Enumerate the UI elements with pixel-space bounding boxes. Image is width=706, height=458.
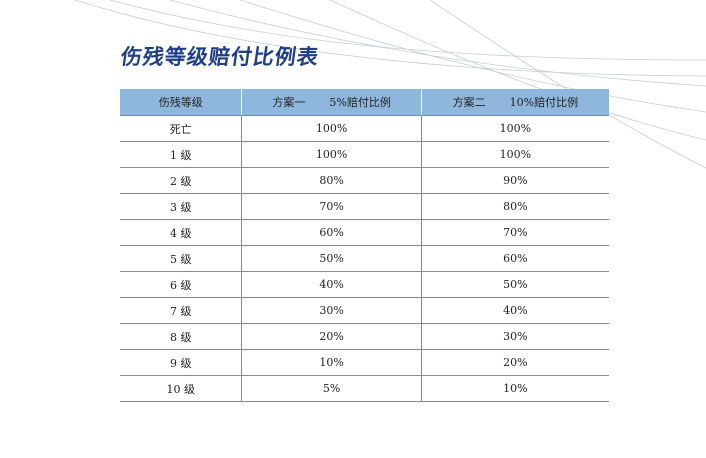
cell-level: 3 级 xyxy=(120,193,243,220)
header-level-label: 伤残等级 xyxy=(158,96,203,109)
cell-level: 1 级 xyxy=(120,141,243,168)
header-plan2: 方案二 10%赔付比例 xyxy=(421,89,609,116)
cell-plan2: 20% xyxy=(421,349,609,376)
cell-plan1: 30% xyxy=(241,297,422,324)
cell-plan2: 30% xyxy=(421,323,609,350)
cell-plan1: 80% xyxy=(241,167,422,194)
header-plan1-name: 方案一 xyxy=(272,96,306,109)
cell-plan2: 50% xyxy=(421,271,609,298)
table-row: 4 级 60% 70% xyxy=(120,219,609,246)
cell-level: 死亡 xyxy=(120,115,243,142)
header-plan2-ratio: 10%赔付比例 xyxy=(509,96,579,109)
cell-level: 2 级 xyxy=(120,167,243,194)
table-row: 7 级 30% 40% xyxy=(120,297,609,324)
page-title: 伤残等级赔付比例表 xyxy=(119,45,321,69)
cell-plan2: 10% xyxy=(421,375,609,402)
cell-plan2: 60% xyxy=(421,245,609,272)
cell-plan1: 70% xyxy=(241,193,422,220)
cell-plan1: 10% xyxy=(241,349,422,376)
table-row: 死亡 100% 100% xyxy=(120,115,609,142)
cell-level: 7 级 xyxy=(120,297,243,324)
table-header-row: 伤残等级 方案一 5%赔付比例 方案二 10%赔付比例 xyxy=(120,89,609,116)
header-plan2-name: 方案二 xyxy=(452,96,486,109)
table-row: 8 级 20% 30% xyxy=(120,323,609,350)
table-row: 9 级 10% 20% xyxy=(120,349,609,376)
cell-plan1: 20% xyxy=(241,323,422,350)
table-row: 5 级 50% 60% xyxy=(120,245,609,272)
cell-level: 5 级 xyxy=(120,245,243,272)
cell-level: 10 级 xyxy=(120,375,243,402)
cell-plan1: 100% xyxy=(241,141,422,168)
cell-level: 9 级 xyxy=(120,349,243,376)
cell-level: 4 级 xyxy=(120,219,243,246)
table-row: 1 级 100% 100% xyxy=(120,141,609,168)
table-row: 10 级 5% 10% xyxy=(120,375,609,402)
cell-plan2: 100% xyxy=(421,141,609,168)
cell-plan1: 5% xyxy=(241,375,422,402)
cell-plan2: 90% xyxy=(421,167,609,194)
cell-plan2: 100% xyxy=(421,115,609,142)
cell-level: 6 级 xyxy=(120,271,243,298)
table-row: 2 级 80% 90% xyxy=(120,167,609,194)
cell-plan1: 40% xyxy=(241,271,422,298)
header-plan1: 方案一 5%赔付比例 xyxy=(241,89,422,116)
table-row: 3 级 70% 80% xyxy=(120,193,609,220)
cell-plan2: 70% xyxy=(421,219,609,246)
table-row: 6 级 40% 50% xyxy=(120,271,609,298)
cell-plan1: 50% xyxy=(241,245,422,272)
cell-level: 8 级 xyxy=(120,323,243,350)
header-plan1-ratio: 5%赔付比例 xyxy=(329,96,391,109)
cell-plan2: 80% xyxy=(421,193,609,220)
compensation-table: 伤残等级 方案一 5%赔付比例 方案二 10%赔付比例 死亡 100% 100% 1… xyxy=(120,89,609,402)
cell-plan2: 40% xyxy=(421,297,609,324)
header-level: 伤残等级 xyxy=(120,89,243,116)
cell-plan1: 100% xyxy=(241,115,422,142)
cell-plan1: 60% xyxy=(241,219,422,246)
